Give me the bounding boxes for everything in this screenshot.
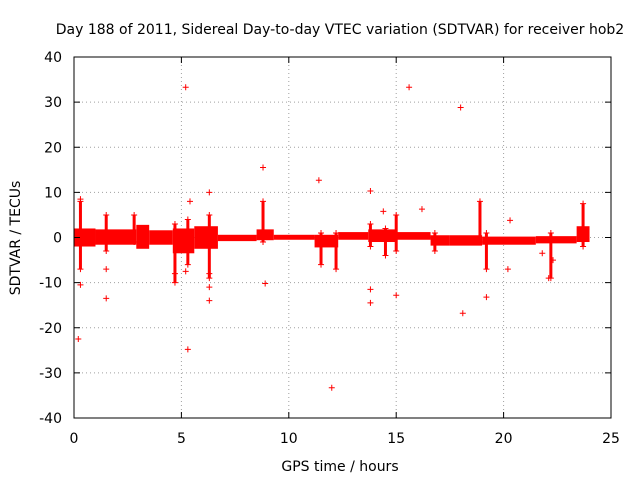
data-point bbox=[318, 229, 325, 236]
data-band-segment bbox=[338, 232, 369, 240]
data-point-outlier bbox=[184, 346, 191, 353]
data-point-outlier bbox=[182, 84, 189, 91]
data-point bbox=[367, 243, 374, 250]
data-point-outlier bbox=[103, 266, 110, 273]
data-point-outlier bbox=[206, 270, 213, 277]
data-band-segment bbox=[95, 229, 137, 245]
data-point bbox=[103, 248, 110, 255]
x-tick-label: 25 bbox=[602, 431, 620, 447]
x-tick-label: 15 bbox=[387, 431, 405, 447]
data-point-outlier bbox=[77, 196, 84, 203]
y-tick-label: 0 bbox=[53, 231, 62, 247]
data-band-segment bbox=[482, 236, 536, 245]
data-point-outlier bbox=[260, 164, 267, 171]
data-point-outlier bbox=[406, 84, 413, 91]
y-tick-label: -20 bbox=[39, 321, 62, 337]
x-axis-label: GPS time / hours bbox=[281, 459, 398, 475]
data-point bbox=[131, 239, 138, 246]
x-tick-label: 5 bbox=[177, 431, 186, 447]
data-point-outlier bbox=[483, 294, 490, 301]
data-point bbox=[367, 220, 374, 227]
y-tick-label: 10 bbox=[44, 185, 62, 201]
y-axis-label: SDTVAR / TECUs bbox=[8, 181, 24, 296]
data-point-outlier bbox=[550, 257, 557, 264]
data-point-outlier bbox=[459, 310, 466, 317]
data-point bbox=[184, 261, 191, 268]
data-point-outlier bbox=[367, 286, 374, 293]
y-tick-label: -40 bbox=[39, 411, 62, 427]
data-point bbox=[171, 220, 178, 227]
data-point-outlier bbox=[545, 275, 552, 282]
chart-title: Day 188 of 2011, Sidereal Day-to-day VTE… bbox=[56, 22, 624, 38]
data-point bbox=[431, 229, 438, 236]
y-tick-label: 20 bbox=[44, 140, 62, 156]
data-band-segment bbox=[136, 224, 150, 249]
y-tick-label: -30 bbox=[39, 366, 62, 382]
data-point-outlier bbox=[103, 295, 110, 302]
data-point bbox=[393, 211, 400, 218]
data-point-outlier bbox=[393, 292, 400, 299]
data-point-outlier bbox=[367, 299, 374, 306]
axes: 0 5 10 15 20 25 -40 -30 -20 -10 0 10 20 30 40 bbox=[39, 50, 620, 447]
data-point bbox=[393, 248, 400, 255]
data-point-outlier bbox=[367, 188, 374, 195]
data-point bbox=[260, 239, 267, 246]
data-point bbox=[476, 198, 483, 205]
data-point bbox=[431, 248, 438, 255]
data-band-segment bbox=[449, 235, 483, 246]
data-point bbox=[318, 261, 325, 268]
data-point-outlier bbox=[328, 384, 335, 391]
y-tick-label: 40 bbox=[44, 50, 62, 66]
data-point bbox=[382, 225, 389, 232]
data-point bbox=[333, 229, 340, 236]
data-point-outlier bbox=[75, 336, 82, 343]
data-band-segment bbox=[273, 234, 315, 240]
data-point bbox=[476, 239, 483, 246]
data-point bbox=[580, 200, 587, 207]
data-point bbox=[382, 252, 389, 259]
data-band-segment bbox=[430, 235, 450, 246]
data-band-segment bbox=[368, 229, 397, 243]
data-point-outlier bbox=[315, 177, 322, 184]
data-band-segment bbox=[256, 229, 274, 241]
data-point-outlier bbox=[206, 189, 213, 196]
data-band-segment bbox=[149, 230, 173, 245]
data-point-outlier bbox=[206, 297, 213, 304]
data-point-outlier bbox=[186, 198, 193, 205]
data-point-outlier bbox=[206, 284, 213, 291]
data-point-outlier bbox=[457, 104, 464, 111]
data-band-segment bbox=[535, 236, 577, 244]
data-point bbox=[103, 211, 110, 218]
data-point-outlier bbox=[504, 266, 511, 273]
x-tick-label: 0 bbox=[70, 431, 79, 447]
data-point-outlier bbox=[507, 217, 514, 224]
data-point bbox=[260, 198, 267, 205]
data-point bbox=[333, 266, 340, 273]
data-point bbox=[206, 211, 213, 218]
x-tick-label: 20 bbox=[495, 431, 513, 447]
data-point bbox=[131, 211, 138, 218]
plot-area bbox=[74, 84, 590, 391]
x-tick-label: 10 bbox=[280, 431, 298, 447]
data-point bbox=[547, 229, 554, 236]
data-band-segment bbox=[396, 232, 431, 240]
data-point bbox=[184, 216, 191, 223]
data-point-outlier bbox=[182, 268, 189, 275]
y-tick-label: 30 bbox=[44, 95, 62, 111]
data-point bbox=[580, 243, 587, 250]
data-point-outlier bbox=[262, 280, 269, 287]
data-point-outlier bbox=[171, 270, 178, 277]
data-point bbox=[483, 229, 490, 236]
y-tick-label: -10 bbox=[39, 276, 62, 292]
data-point-outlier bbox=[418, 206, 425, 213]
data-point bbox=[171, 279, 178, 286]
data-point bbox=[77, 266, 84, 273]
data-point-outlier bbox=[380, 208, 387, 215]
data-band-segment bbox=[217, 234, 257, 242]
data-point-outlier bbox=[539, 250, 546, 257]
data-point bbox=[483, 266, 490, 273]
data-point-outlier bbox=[77, 281, 84, 288]
data-band-segment bbox=[194, 226, 218, 249]
